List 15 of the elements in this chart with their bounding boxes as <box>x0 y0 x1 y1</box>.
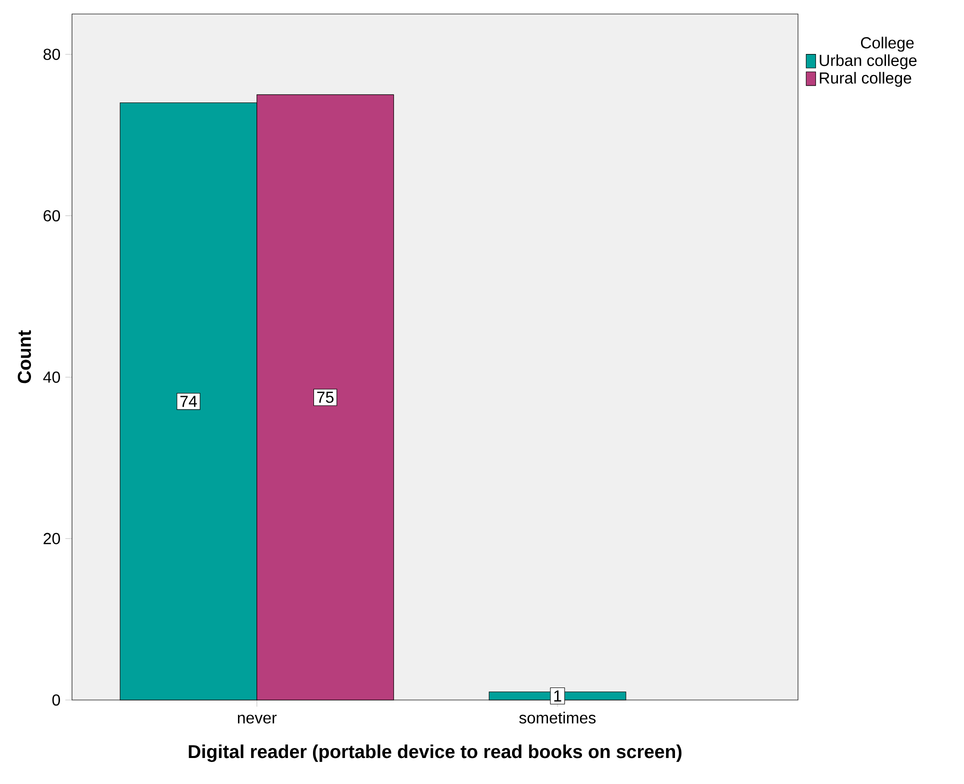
y-axis-title: Count <box>18 330 32 384</box>
x-tick-label: never <box>238 714 277 724</box>
x-tick-label: sometimes <box>519 712 596 724</box>
y-tick-label: 0 <box>52 694 60 706</box>
y-tick-label: 60 <box>44 210 60 222</box>
x-axis-title: Digital reader (portable device to read books on screen) <box>188 744 682 762</box>
legend-label: Urban college <box>820 54 917 70</box>
legend-title: College <box>861 36 914 52</box>
y-tick-label: 40 <box>43 372 60 383</box>
legend-label: Rural college <box>820 72 912 87</box>
y-tick-label: 20 <box>44 532 60 544</box>
data-label: 1 <box>554 690 562 702</box>
data-label: 74 <box>180 396 197 407</box>
y-tick-label: 80 <box>44 48 60 60</box>
data-label: 75 <box>317 392 334 403</box>
